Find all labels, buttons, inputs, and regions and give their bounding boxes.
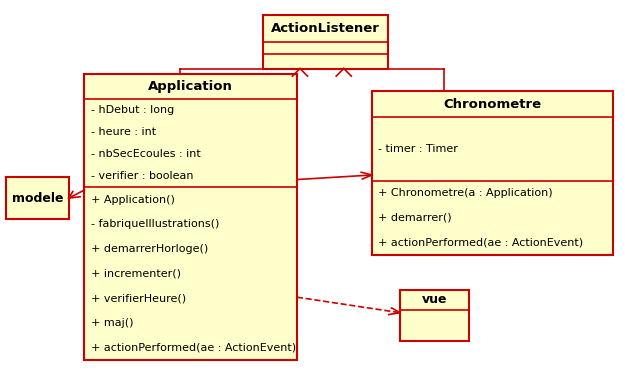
Text: + maj(): + maj()	[91, 318, 133, 328]
Bar	[84, 74, 297, 360]
Text: + Chronometre(a : Application): + Chronometre(a : Application)	[378, 188, 552, 198]
Text: ActionListener: ActionListener	[271, 22, 379, 35]
Text: + actionPerformed(ae : ActionEvent): + actionPerformed(ae : ActionEvent)	[91, 343, 296, 353]
Text: + actionPerformed(ae : ActionEvent): + actionPerformed(ae : ActionEvent)	[378, 238, 583, 248]
Bar	[372, 91, 612, 255]
Text: - nbSecEcoules : int: - nbSecEcoules : int	[91, 149, 201, 159]
Text: + incrementer(): + incrementer()	[91, 269, 181, 279]
Text: + Application(): + Application()	[91, 195, 174, 205]
Text: + verifierHeure(): + verifierHeure()	[91, 293, 186, 303]
Text: - hDebut : long: - hDebut : long	[91, 105, 174, 115]
Bar	[262, 15, 388, 69]
Text: - verifier : boolean: - verifier : boolean	[91, 171, 193, 181]
Text: - timer : Timer: - timer : Timer	[378, 144, 458, 154]
Text: modele: modele	[12, 192, 63, 205]
Text: vue: vue	[422, 293, 447, 306]
Text: - fabriqueIllustrations(): - fabriqueIllustrations()	[91, 219, 219, 229]
Text: Chronometre: Chronometre	[443, 98, 541, 110]
Text: + demarrerHorloge(): + demarrerHorloge()	[91, 244, 208, 254]
Bar	[400, 290, 469, 341]
Text: - heure : int: - heure : int	[91, 127, 156, 137]
Text: + demarrer(): + demarrer()	[378, 213, 452, 223]
Bar	[6, 177, 69, 219]
Text: Application: Application	[148, 80, 233, 93]
